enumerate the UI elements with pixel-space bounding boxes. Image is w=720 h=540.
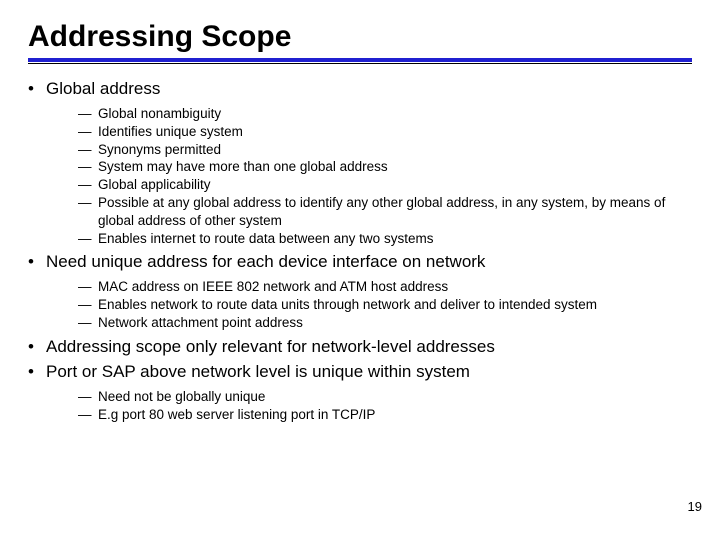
sub-bullet-item: Network attachment point address	[78, 314, 692, 332]
title-underline-thin	[28, 63, 692, 64]
sub-bullet-item: Enables internet to route data between a…	[78, 230, 692, 248]
content-area: Global address Global nonambiguity Ident…	[28, 78, 692, 427]
sub-bullet-item: E.g port 80 web server listening port in…	[78, 406, 692, 424]
sub-bullet-item: Need not be globally unique	[78, 388, 692, 406]
sub-bullet-item: Identifies unique system	[78, 123, 692, 141]
bullet-item: Global address	[28, 78, 692, 101]
sub-bullet-item: System may have more than one global add…	[78, 158, 692, 176]
sub-bullet-item: Global applicability	[78, 176, 692, 194]
sub-list: Need not be globally unique E.g port 80 …	[28, 386, 692, 428]
sub-bullet-item: Global nonambiguity	[78, 105, 692, 123]
slide-title: Addressing Scope	[28, 20, 692, 58]
bullet-item: Port or SAP above network level is uniqu…	[28, 361, 692, 384]
bullet-item: Addressing scope only relevant for netwo…	[28, 336, 692, 359]
page-number: 19	[688, 499, 702, 514]
sub-bullet-item: Synonyms permitted	[78, 141, 692, 159]
title-underline-thick	[28, 58, 692, 62]
sub-bullet-item: Possible at any global address to identi…	[78, 194, 692, 230]
sub-list: MAC address on IEEE 802 network and ATM …	[28, 276, 692, 335]
sub-bullet-item: Enables network to route data units thro…	[78, 296, 692, 314]
sub-bullet-item: MAC address on IEEE 802 network and ATM …	[78, 278, 692, 296]
bullet-item: Need unique address for each device inte…	[28, 251, 692, 274]
sub-list: Global nonambiguity Identifies unique sy…	[28, 103, 692, 252]
